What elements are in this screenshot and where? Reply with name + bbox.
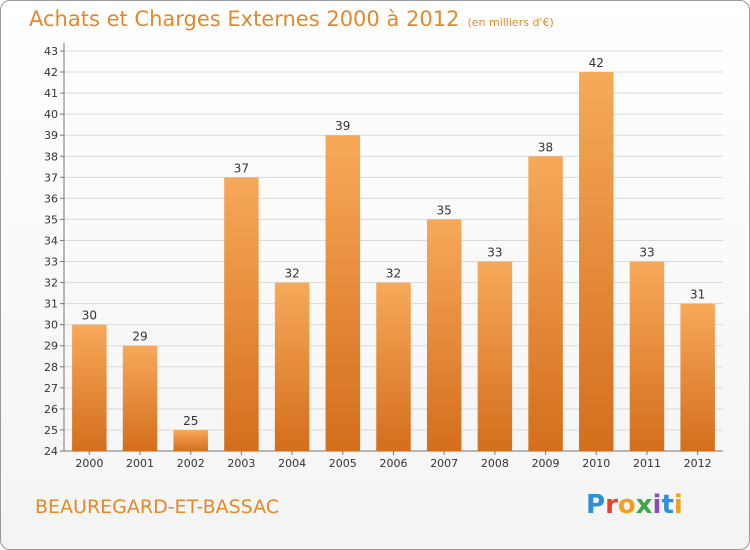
chart-title: Achats et Charges Externes 2000 à 2012 (e… [29, 7, 554, 31]
data-label-2012: 31 [690, 288, 705, 302]
data-label-2008: 33 [487, 246, 502, 260]
y-tick-label: 32 [44, 277, 58, 290]
y-tick-label: 42 [44, 66, 58, 79]
logo-letter: i [652, 490, 662, 520]
data-label-2010: 42 [589, 56, 604, 70]
data-label-2000: 30 [82, 309, 97, 323]
bar-2000 [72, 324, 107, 451]
bar-2002 [173, 429, 208, 451]
y-tick-label: 38 [44, 150, 58, 163]
proxiti-logo: Proxiti [586, 490, 683, 520]
y-tick-label: 27 [44, 382, 58, 395]
y-tick-label: 25 [44, 424, 58, 437]
bar-2007 [426, 219, 462, 451]
x-tick-label-2004: 2004 [278, 457, 306, 470]
bar-2012 [680, 303, 715, 451]
y-tick-label: 41 [44, 87, 58, 100]
y-tick-label: 33 [44, 256, 58, 269]
bar-2004 [274, 282, 310, 451]
y-tick-label: 30 [44, 319, 58, 332]
data-label-2011: 33 [639, 246, 654, 260]
y-tick-label: 28 [44, 361, 58, 374]
logo-letter: P [586, 490, 606, 520]
y-tick-label: 36 [44, 192, 58, 205]
x-tick-label-2008: 2008 [481, 457, 509, 470]
y-tick-label: 39 [44, 129, 58, 142]
data-label-2006: 32 [386, 267, 401, 281]
logo-letter: o [617, 490, 636, 520]
x-tick-label-2002: 2002 [177, 457, 205, 470]
data-label-2005: 39 [335, 119, 350, 133]
x-tick-label-2012: 2012 [684, 457, 712, 470]
bar-2008 [477, 261, 513, 451]
logo-letter: t [661, 490, 674, 520]
bar-2001 [122, 345, 158, 451]
bar-2003 [224, 177, 259, 451]
data-label-2002: 25 [183, 414, 198, 428]
data-label-2001: 29 [132, 330, 147, 344]
data-label-2004: 32 [284, 267, 299, 281]
y-tick-label: 37 [44, 171, 58, 184]
bar-2006 [376, 282, 411, 451]
y-tick-label: 40 [44, 108, 58, 121]
place-name: BEAUREGARD-ET-BASSAC [35, 496, 280, 518]
data-label-2007: 35 [437, 203, 452, 217]
y-tick-label: 26 [44, 403, 58, 416]
y-tick-label: 31 [44, 298, 58, 311]
x-tick-label-2009: 2009 [532, 457, 560, 470]
x-tick-label-2003: 2003 [227, 457, 255, 470]
x-tick-label-2006: 2006 [380, 457, 408, 470]
data-label-2003: 37 [234, 161, 249, 175]
x-tick-label-2005: 2005 [329, 457, 357, 470]
bar-2009 [528, 156, 563, 451]
logo-letter: i [673, 490, 683, 520]
bar-2011 [629, 261, 665, 451]
x-tick-label-2011: 2011 [633, 457, 661, 470]
bar-2005 [325, 135, 361, 452]
x-tick-label-2007: 2007 [430, 457, 458, 470]
y-tick-label: 24 [44, 445, 58, 458]
y-tick-label: 43 [44, 45, 58, 58]
logo-letter: r [605, 490, 618, 520]
y-tick-label: 34 [44, 234, 58, 247]
y-tick-label: 29 [44, 340, 58, 353]
chart-title-text: Achats et Charges Externes 2000 à 2012 [29, 7, 460, 31]
chart-unit: (en milliers d'€) [467, 16, 554, 29]
labels: 24 25 26 27 28 29 30 31 32 33 34 35 36 37 38 39 40 41 42 43… [44, 45, 712, 470]
logo-letter: x [635, 490, 653, 520]
y-tick-label: 35 [44, 213, 58, 226]
bars [72, 72, 715, 452]
x-tick-label-2010: 2010 [582, 457, 610, 470]
bar-2010 [579, 72, 614, 451]
x-tick-label-2000: 2000 [75, 457, 103, 470]
x-tick-label-2001: 2001 [126, 457, 154, 470]
data-label-2009: 38 [538, 140, 553, 154]
